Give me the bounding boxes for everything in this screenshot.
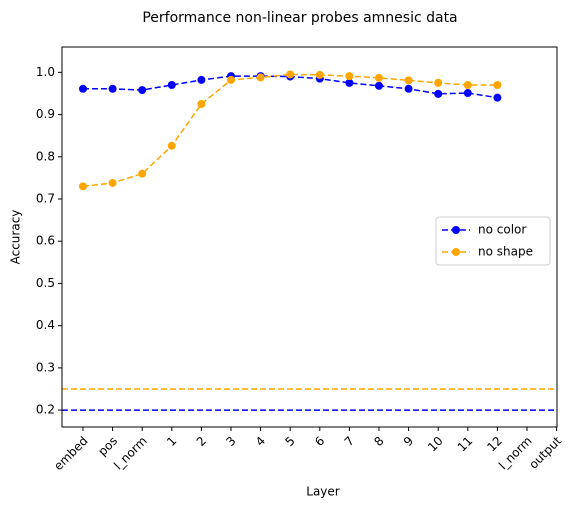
y-tick-label: 0.6 — [36, 234, 55, 248]
x-tick-label: l_norm — [111, 434, 150, 473]
data-point — [108, 84, 117, 93]
y-tick-label: 0.3 — [36, 360, 55, 374]
data-point — [138, 169, 147, 178]
data-point — [375, 81, 383, 90]
x-tick-label: 9 — [401, 434, 416, 449]
data-point — [404, 76, 413, 85]
series-line — [82, 73, 498, 188]
data-point — [345, 78, 354, 87]
data-point — [404, 84, 413, 93]
x-axis-label: Layer — [306, 485, 340, 499]
data-point — [434, 89, 443, 98]
y-tick-label: 0.2 — [36, 403, 55, 417]
x-tick-label: 5 — [282, 434, 297, 449]
x-tick-label: 4 — [253, 434, 268, 449]
y-tick-label: 0.7 — [36, 192, 55, 206]
chart-title: Performance non-linear probes amnesic da… — [142, 10, 457, 26]
legend-marker — [452, 248, 460, 256]
x-tick-label: 3 — [223, 434, 238, 449]
y-tick-label: 0.4 — [36, 318, 55, 332]
data-point — [79, 182, 87, 191]
x-tick-label: 2 — [194, 434, 209, 449]
x-tick-label: 10 — [425, 434, 446, 455]
data-point — [286, 70, 295, 79]
data-point — [138, 86, 147, 95]
data-point — [463, 81, 472, 89]
data-point — [227, 75, 235, 84]
legend — [435, 216, 551, 266]
y-axis-label: Accuracy — [9, 210, 23, 265]
x-tick-label: 7 — [342, 434, 357, 449]
data-point — [79, 84, 87, 93]
legend-label: no color — [478, 223, 526, 237]
data-point — [108, 178, 117, 187]
plot-frame — [61, 46, 558, 428]
data-point — [167, 81, 176, 89]
data-point — [315, 70, 324, 79]
x-tick-label: 6 — [312, 434, 327, 449]
x-tick-label: output — [526, 433, 564, 471]
x-tick-label: 8 — [371, 434, 386, 449]
x-tick-label: 11 — [455, 434, 476, 455]
x-tick-label: embed — [51, 434, 90, 473]
data-point — [493, 93, 502, 102]
x-tick-label: 12 — [484, 434, 505, 455]
data-point — [375, 73, 383, 82]
legend-marker — [452, 226, 460, 234]
data-point — [463, 89, 472, 98]
x-tick-label: l_norm — [496, 434, 535, 473]
y-tick-label: 0.5 — [36, 276, 55, 290]
data-point — [197, 100, 206, 108]
data-point — [345, 72, 354, 81]
data-point — [197, 75, 206, 84]
data-point — [256, 73, 265, 82]
data-point — [434, 78, 443, 87]
y-tick-label: 0.9 — [36, 107, 55, 121]
data-point — [493, 81, 502, 89]
data-point — [167, 141, 176, 150]
y-tick-label: 1.0 — [36, 65, 55, 79]
legend-label: no shape — [478, 245, 533, 259]
y-tick-label: 0.8 — [36, 149, 55, 163]
x-tick-label: 1 — [164, 434, 179, 449]
x-tick-label: pos — [95, 434, 120, 459]
